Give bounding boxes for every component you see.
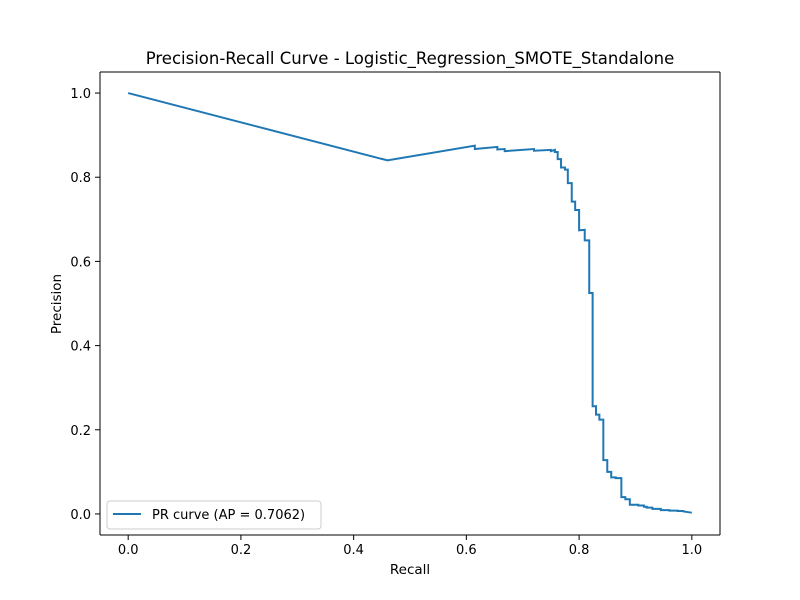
x-axis-ticks: 0.0 0.2 0.4 0.6 0.8 1.0 [118,535,702,558]
y-axis-label: Precision [49,274,65,334]
chart-title: Precision-Recall Curve - Logistic_Regres… [146,49,675,69]
y-tick-label: 0.6 [70,255,91,270]
x-tick-label: 0.6 [456,543,477,558]
y-axis-ticks: 0.0 0.2 0.4 0.6 0.8 1.0 [70,87,100,523]
x-axis-label: Recall [390,562,430,578]
x-tick-label: 0.4 [343,543,364,558]
axes-frame [99,71,721,536]
legend: PR curve (AP = 0.7062) [106,500,322,530]
pr-curve-line [127,92,692,514]
y-tick-label: 0.8 [70,171,91,186]
y-tick-label: 1.0 [70,87,91,102]
y-tick-label: 0.0 [70,508,91,523]
plot-area [100,72,720,535]
legend-label: PR curve (AP = 0.7062) [152,508,305,523]
y-tick-label: 0.4 [70,340,91,355]
y-tick-label: 0.2 [70,424,91,439]
legend-box [106,500,322,530]
x-tick-label: 0.0 [118,543,139,558]
x-tick-label: 0.2 [231,543,252,558]
x-tick-label: 0.8 [569,543,590,558]
x-tick-label: 1.0 [681,543,702,558]
